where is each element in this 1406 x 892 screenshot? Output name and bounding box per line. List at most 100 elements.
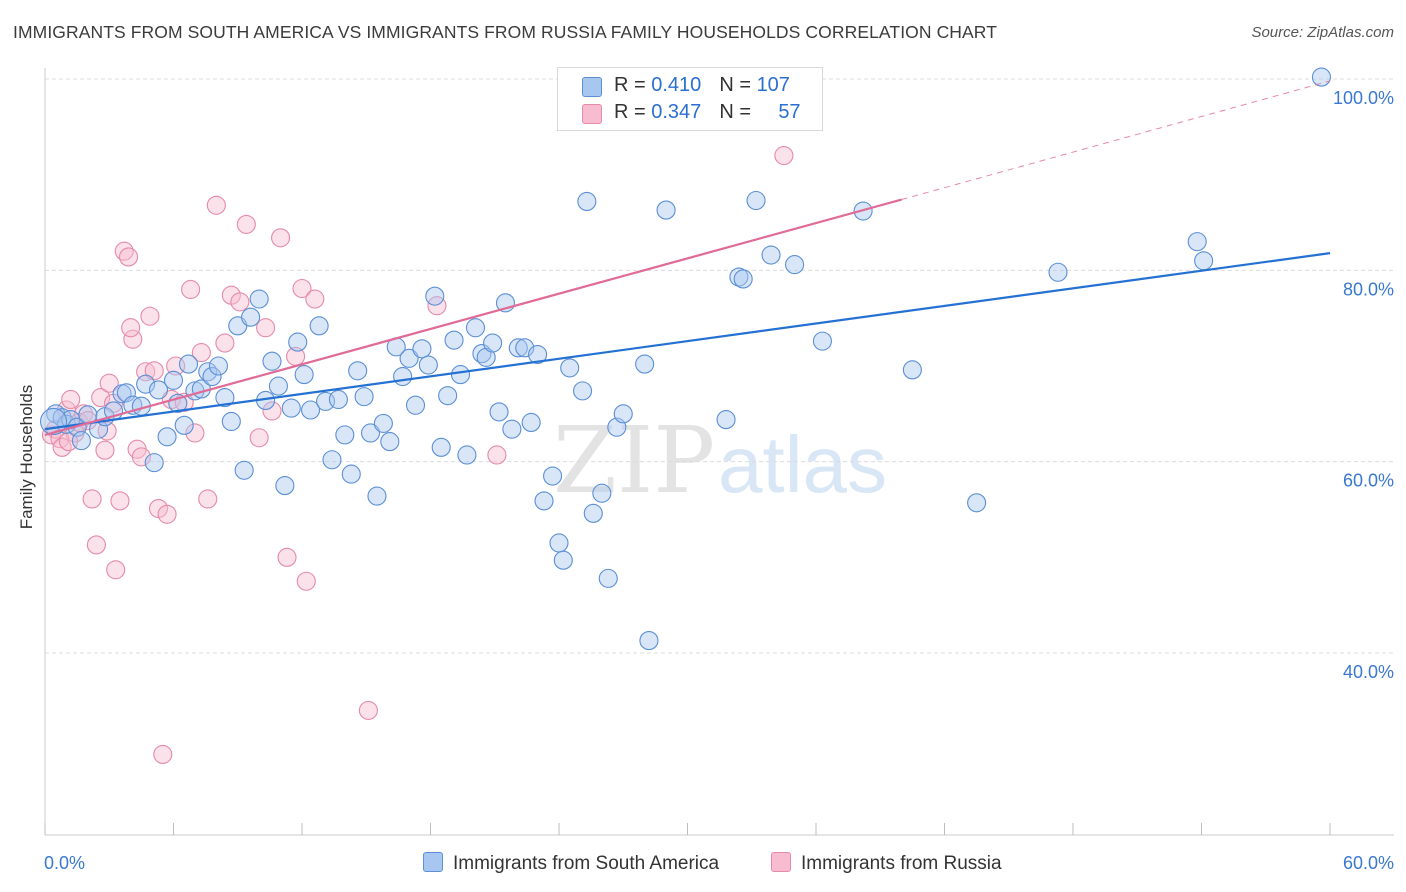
russia-point (140, 306, 160, 326)
south-america-point (393, 366, 413, 387)
russia-point (277, 547, 297, 567)
south-america-point (613, 404, 633, 424)
south-america-point (812, 331, 832, 351)
y-tick-label: 100.0% (1333, 88, 1394, 108)
y-tick-label: 80.0% (1343, 279, 1394, 299)
south-america-point (450, 365, 471, 385)
south-america-point (656, 200, 676, 220)
south-america-point (573, 381, 593, 401)
russia-point (191, 343, 211, 363)
russia-point (131, 447, 151, 467)
south-america-point (328, 389, 348, 410)
south-america-point (553, 550, 573, 570)
russia-point (296, 571, 316, 591)
legend-label: Immigrants from Russia (801, 853, 1002, 874)
russia-point (206, 195, 226, 215)
russia-point (292, 278, 312, 299)
south-america-point (733, 269, 753, 289)
russia-point (110, 491, 130, 511)
south-america-point (560, 358, 580, 378)
russia-point (121, 318, 141, 338)
russia-point (157, 504, 177, 524)
russia-point (271, 228, 291, 248)
y-axis-label: Family Households (17, 384, 36, 530)
legend-stats: R = 0.347 N = 57 (614, 101, 801, 124)
russia-point (61, 389, 81, 410)
russia-point (181, 279, 201, 300)
russia-point (487, 445, 507, 465)
legend-item-russia: Immigrants from Russia (771, 852, 1002, 875)
south-america-point (534, 491, 554, 511)
south-america-point (288, 332, 308, 352)
russia-point (427, 296, 447, 316)
south-america-point (202, 366, 222, 387)
south-america-point (136, 374, 156, 394)
south-america-point (399, 348, 419, 368)
south-america-point (178, 354, 199, 374)
south-america-point (262, 351, 282, 371)
russia-point (774, 145, 794, 166)
russia-point (236, 214, 256, 234)
south-america-point (1048, 262, 1068, 282)
south-america-point (1311, 67, 1331, 87)
russia-point (91, 388, 111, 408)
south-america-point (543, 466, 563, 486)
south-america-point (418, 355, 438, 375)
south-america-point (502, 419, 522, 439)
russia-point (198, 489, 218, 509)
south-america-point (592, 483, 612, 503)
south-america-point (457, 445, 477, 465)
south-america-point (639, 631, 659, 651)
n-label: N = (719, 74, 757, 96)
x-tick-label: 60.0% (1343, 853, 1394, 873)
south-america-point (294, 365, 314, 385)
south-america-point (249, 289, 269, 309)
r-label: R = (614, 74, 652, 96)
south-america-point (1194, 251, 1214, 271)
south-america-point (716, 410, 736, 430)
south-america-point (281, 398, 301, 418)
south-america-point (163, 370, 184, 390)
south-america-point (174, 415, 194, 435)
pink-swatch-icon (582, 104, 602, 124)
russia-point (249, 428, 269, 448)
legend-stats: R = 0.410 N = 107 (614, 74, 790, 97)
russia-point (153, 744, 173, 764)
south-america-point (234, 460, 254, 480)
south-america-point (598, 568, 618, 588)
russia-point (106, 560, 126, 580)
russia-point (305, 289, 325, 309)
south-america-point (431, 437, 451, 457)
south-america-point (116, 383, 136, 403)
watermark-atlas: atlas (718, 420, 887, 509)
blue-swatch-icon (582, 77, 602, 97)
south-america-point (144, 453, 164, 473)
south-america-point (746, 190, 766, 211)
south-america-point (405, 395, 426, 415)
south-america-point (635, 354, 655, 374)
russia-point (144, 361, 164, 381)
south-america-point (360, 423, 381, 443)
r-label: R = (614, 101, 652, 123)
russia-point (215, 333, 235, 353)
south-america-point (508, 338, 528, 358)
x-tick-label: 0.0% (44, 853, 85, 873)
south-america-point (208, 356, 229, 376)
south-america-point (967, 493, 987, 513)
pink-swatch-icon (771, 852, 791, 872)
south-america-point (71, 431, 91, 451)
south-america-point (521, 412, 541, 432)
south-america-point (528, 344, 548, 365)
south-america-point (761, 245, 781, 265)
south-america-point (549, 533, 569, 553)
russia-point (262, 401, 282, 421)
n-value: 57 (778, 101, 801, 123)
legend-item-south-america: Immigrants from South America (423, 852, 719, 875)
south-america-point (577, 191, 597, 212)
south-america-point (148, 380, 169, 400)
south-america-point (241, 307, 261, 327)
south-america-point (476, 347, 496, 367)
south-america-point (348, 361, 368, 381)
south-america-point (301, 400, 321, 420)
